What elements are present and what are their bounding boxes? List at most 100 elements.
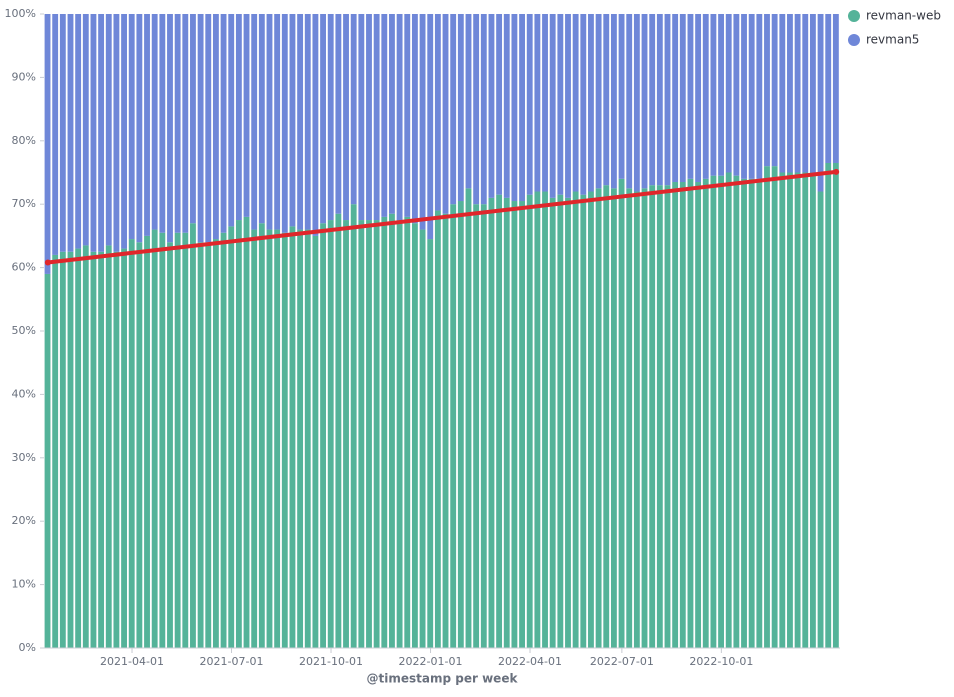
bar-segment — [679, 182, 686, 648]
bar-segment — [159, 14, 166, 233]
bar-segment — [358, 220, 365, 649]
bar-segment — [756, 14, 763, 179]
bar-segment — [580, 14, 587, 195]
bar-segment — [702, 178, 709, 648]
bar-segment — [350, 14, 357, 205]
bar-segment — [450, 204, 457, 648]
bar-segment — [687, 178, 694, 648]
bar-segment — [427, 14, 434, 240]
bar-segment — [373, 14, 380, 221]
bar-segment — [44, 273, 51, 648]
bar-segment — [113, 251, 120, 648]
bar-segment — [465, 188, 472, 648]
bar-segment — [174, 232, 181, 649]
bar-segment — [243, 216, 250, 648]
bar-segment — [557, 194, 564, 648]
bar-segment — [151, 14, 158, 230]
bar-segment — [534, 191, 541, 648]
bar-segment — [626, 188, 633, 648]
bar-segment — [511, 201, 518, 648]
bar-segment — [197, 242, 204, 649]
bar-segment — [603, 185, 610, 648]
x-tick-label: 2022-07-01 — [590, 655, 654, 668]
bar-segment — [672, 14, 679, 183]
bar-segment — [718, 175, 724, 649]
bar-segment — [281, 14, 288, 233]
bar-segment — [526, 14, 533, 195]
bar-segment — [235, 220, 242, 649]
bar-segment — [389, 213, 395, 648]
bar-segment — [633, 14, 640, 192]
bar-segment — [825, 162, 832, 649]
bar-segment — [549, 14, 556, 198]
x-tick-label: 2021-10-01 — [299, 655, 363, 668]
bar-segment — [258, 223, 265, 648]
bar-segment — [817, 191, 824, 648]
bar-segment — [473, 14, 480, 205]
bar-segment — [756, 178, 763, 648]
legend-label: revman-web — [866, 9, 941, 23]
bar-segment — [366, 14, 372, 221]
bar-segment — [335, 14, 342, 214]
bar-segment — [633, 191, 640, 648]
bar-segment — [695, 14, 702, 183]
bar-segment — [304, 229, 311, 648]
bar-segment — [457, 14, 464, 202]
bar-segment — [159, 232, 166, 649]
y-tick-label: 40% — [12, 387, 36, 400]
bar-segment — [741, 178, 747, 648]
bar-segment — [748, 178, 755, 648]
bar-segment — [411, 223, 418, 648]
bar-segment — [327, 14, 334, 221]
x-tick-label: 2022-10-01 — [689, 655, 753, 668]
bar-segment — [98, 251, 105, 648]
bar-segment — [251, 229, 258, 648]
bar-segment — [404, 14, 411, 217]
bar-segment — [258, 14, 265, 224]
bar-segment — [832, 14, 839, 163]
bar-segment — [136, 242, 143, 649]
bar-segment — [656, 185, 663, 648]
trend-line — [45, 169, 839, 265]
bar-segment — [82, 14, 89, 246]
bar-segment — [664, 14, 671, 186]
bar-segment — [266, 229, 273, 648]
bar-segment — [764, 14, 770, 167]
bar-segment — [817, 14, 824, 192]
bar-segment — [373, 220, 380, 649]
bar-segment — [289, 226, 296, 648]
bar-segment — [396, 220, 403, 649]
bar-segment — [718, 14, 724, 176]
bar-segment — [67, 14, 74, 252]
bar-segment — [595, 188, 602, 648]
bar-segment — [702, 14, 709, 179]
x-tick-label: 2022-04-01 — [498, 655, 562, 668]
trend-point — [44, 259, 51, 266]
bar-segment — [59, 14, 66, 252]
bar-segment — [419, 14, 426, 230]
bar-segment — [297, 14, 304, 230]
bar-segment — [434, 14, 441, 211]
bar-segment — [228, 226, 235, 648]
bar-segment — [565, 197, 571, 649]
bar-segment — [90, 14, 97, 252]
legend-label: revman5 — [866, 33, 919, 47]
bar-segment — [519, 14, 525, 202]
bar-segment — [266, 14, 273, 230]
bar-segment — [182, 232, 189, 649]
bar-segment — [450, 14, 457, 205]
bar-segment — [343, 14, 349, 221]
bar-segment — [802, 172, 809, 648]
bar-segment — [90, 251, 97, 648]
bar-segment — [312, 235, 319, 648]
bar-segment — [381, 216, 388, 648]
bar-segment — [174, 14, 181, 233]
y-tick-label: 20% — [12, 514, 36, 527]
bar-segment — [144, 235, 150, 648]
bar-segment — [572, 14, 579, 192]
bar-segment — [656, 14, 663, 186]
bar-segment — [503, 197, 510, 649]
bar-segment — [343, 220, 349, 649]
x-axis-title: @timestamp per week — [367, 672, 519, 686]
bar-segment — [167, 242, 173, 649]
